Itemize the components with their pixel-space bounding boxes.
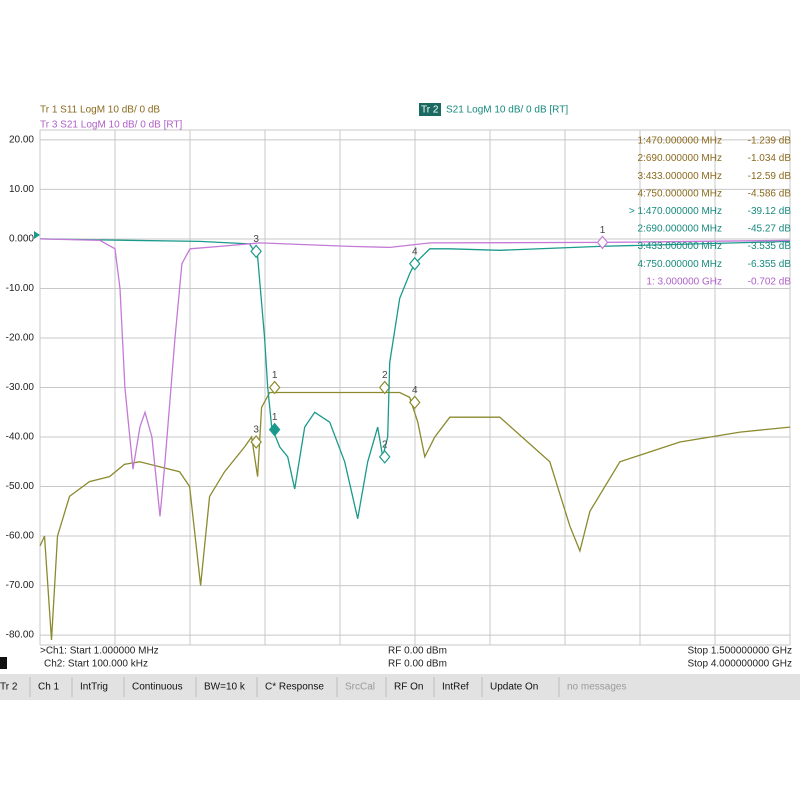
marker-readout-label: 1: 3.000000 GHz [646,276,722,287]
y-tick-label: -70.00 [6,580,35,591]
status-item[interactable]: IntRef [442,682,469,693]
y-tick-label: 0.000 [9,234,34,245]
marker-readout-label: 1:470.000000 MHz [637,136,722,147]
marker-readout-value: -0.702 dB [748,276,792,287]
y-tick-label: -10.00 [6,283,35,294]
trace [39,391,791,641]
trace-2-header: S21 LogM 10 dB/ 0 dB [RT] [446,105,568,116]
trace-3-header: Tr 3 S21 LogM 10 dB/ 0 dB [RT] [40,120,183,131]
status-item[interactable]: C* Response [265,682,324,693]
status-items: Tr 2 Ch 1 IntTrig Continuous BW=10 k C* Respo… [0,677,626,697]
trace-2-tag[interactable]: Tr 2 [421,105,439,116]
marker-readout-value: -39.12 dB [748,206,792,217]
y-tick-label: -60.00 [6,531,35,542]
y-tick-label: -80.00 [6,630,35,641]
status-item[interactable]: Update On [490,682,538,693]
trace-marker[interactable] [268,422,281,437]
marker-readout-value: -1.239 dB [748,136,792,147]
status-item[interactable]: BW=10 k [204,682,246,693]
status-item[interactable]: SrcCal [345,682,375,693]
marker-readout-value: -3.535 dB [748,241,792,252]
trace-marker[interactable] [408,256,421,271]
status-item[interactable]: Continuous [132,682,183,693]
trace-marker-label: 1 [272,370,278,381]
ch2-start: Ch2: Start 100.000 kHz [44,659,148,670]
y-tick-label: -20.00 [6,333,35,344]
marker-readout-label: 2:690.000000 MHz [637,224,722,235]
trace [39,238,791,517]
trace-marker[interactable] [268,380,281,395]
status-item[interactable]: IntTrig [80,682,108,693]
trace-marker-label: 1 [272,412,278,423]
trace-marker[interactable] [250,435,262,449]
trace-2-tag-bg [419,103,441,116]
marker-readout-label: 4:750.000000 MHz [637,188,722,199]
marker-readout-label: 2:690.000000 MHz [637,153,722,164]
y-tick-label: -40.00 [6,432,35,443]
status-item[interactable]: RF On [394,682,423,693]
ch2-rf: RF 0.00 dBm [388,659,447,670]
ch1-rf: RF 0.00 dBm [388,646,447,657]
marker-readout-value: -45.27 dB [748,224,792,235]
trace-marker[interactable] [250,244,262,259]
marker-readout-label: 3:433.000000 MHz [637,171,722,182]
trace-marker-label: 1 [600,225,606,236]
trace-marker-label: 3 [253,425,259,436]
marker-readout-label: 3:433.000000 MHz [637,241,722,252]
status-item[interactable]: Ch 1 [38,682,60,693]
trace-marker-label: 3 [253,234,259,245]
marker-readout-value: -4.586 dB [748,188,792,199]
ch1-stop: Stop 1.500000000 GHz [687,646,792,657]
status-item: no messages [567,682,626,693]
y-tick-label: 10.00 [9,184,34,195]
trace-marker[interactable] [596,235,609,250]
trace-marker[interactable] [378,449,391,464]
trace-1-header: Tr 1 S11 LogM 10 dB/ 0 dB [40,105,160,116]
trace-marker[interactable] [378,380,391,395]
marker-readout-label: > 1:470.000000 MHz [629,206,722,217]
plot-area: 20.00 10.00 0.000 -10.00 -20.00 -30.00 -40.00 -… [6,129,792,646]
reference-marker [34,231,40,239]
channel-indicator [0,657,7,669]
trace-marker-label: 4 [412,246,418,257]
trace [39,238,791,519]
ch2-stop: Stop 4.000000000 GHz [687,659,792,670]
trace-marker-label: 2 [382,370,388,381]
marker-readout-value: -6.355 dB [748,259,792,270]
y-tick-label: -30.00 [6,382,35,393]
trace-marker[interactable] [408,395,421,410]
status-item[interactable]: Tr 2 [0,682,18,693]
y-tick-label: 20.00 [9,135,34,146]
ch1-start: >Ch1: Start 1.000000 MHz [40,646,159,657]
trace-marker-label: 4 [412,385,418,396]
marker-readout-value: -1.034 dB [748,153,792,164]
y-tick-label: -50.00 [6,481,35,492]
marker-readout-value: -12.59 dB [748,171,792,182]
marker-readout-label: 4:750.000000 MHz [637,259,722,270]
trace-marker-label: 2 [382,439,388,450]
status-bar [0,674,800,700]
